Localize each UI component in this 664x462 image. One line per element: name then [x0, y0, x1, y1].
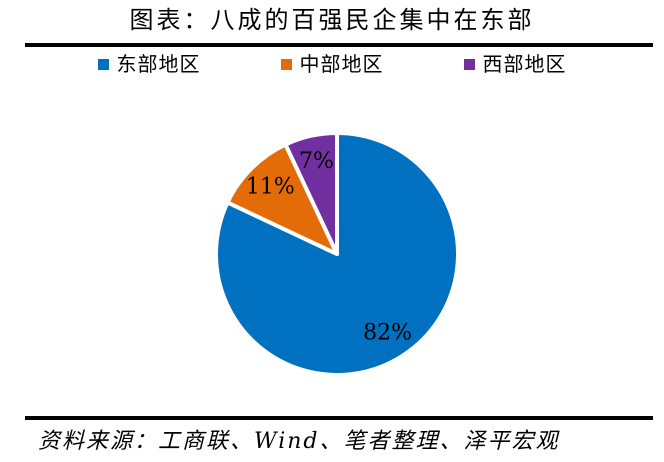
legend-swatch-west [463, 58, 475, 70]
pie-chart-svg: 82% 11%7% [214, 131, 461, 377]
legend-item-central: 中部地区 [280, 52, 384, 76]
bottom-divider-line [25, 416, 653, 420]
legend-item-west: 西部地区 [463, 52, 567, 76]
legend-item-east: 东部地区 [97, 52, 201, 76]
legend-label-central: 中部地区 [299, 52, 384, 76]
top-divider-line [25, 43, 653, 47]
legend-swatch-east [97, 58, 109, 70]
legend-label-east: 东部地区 [116, 52, 201, 76]
pie-slice-label-西部地区: 7% [299, 149, 334, 174]
pie-slice-label-中部地区: 11% [246, 174, 295, 199]
legend-label-west: 西部地区 [482, 52, 567, 76]
legend: 东部地区 中部地区 西部地区 [0, 52, 664, 76]
legend-swatch-central [280, 58, 292, 70]
pie-slice-西部地区 [283, 131, 339, 256]
pie-chart: 82% 11% 7% [206, 123, 468, 385]
source-note: 资料来源：工商联、Wind、笔者整理、泽平宏观 [38, 429, 560, 454]
pie-slice-中部地区 [225, 142, 339, 256]
pie-slice-label-东部地区: 82% [363, 321, 412, 346]
chart-title: 图表：八成的百强民企集中在东部 [129, 6, 535, 34]
